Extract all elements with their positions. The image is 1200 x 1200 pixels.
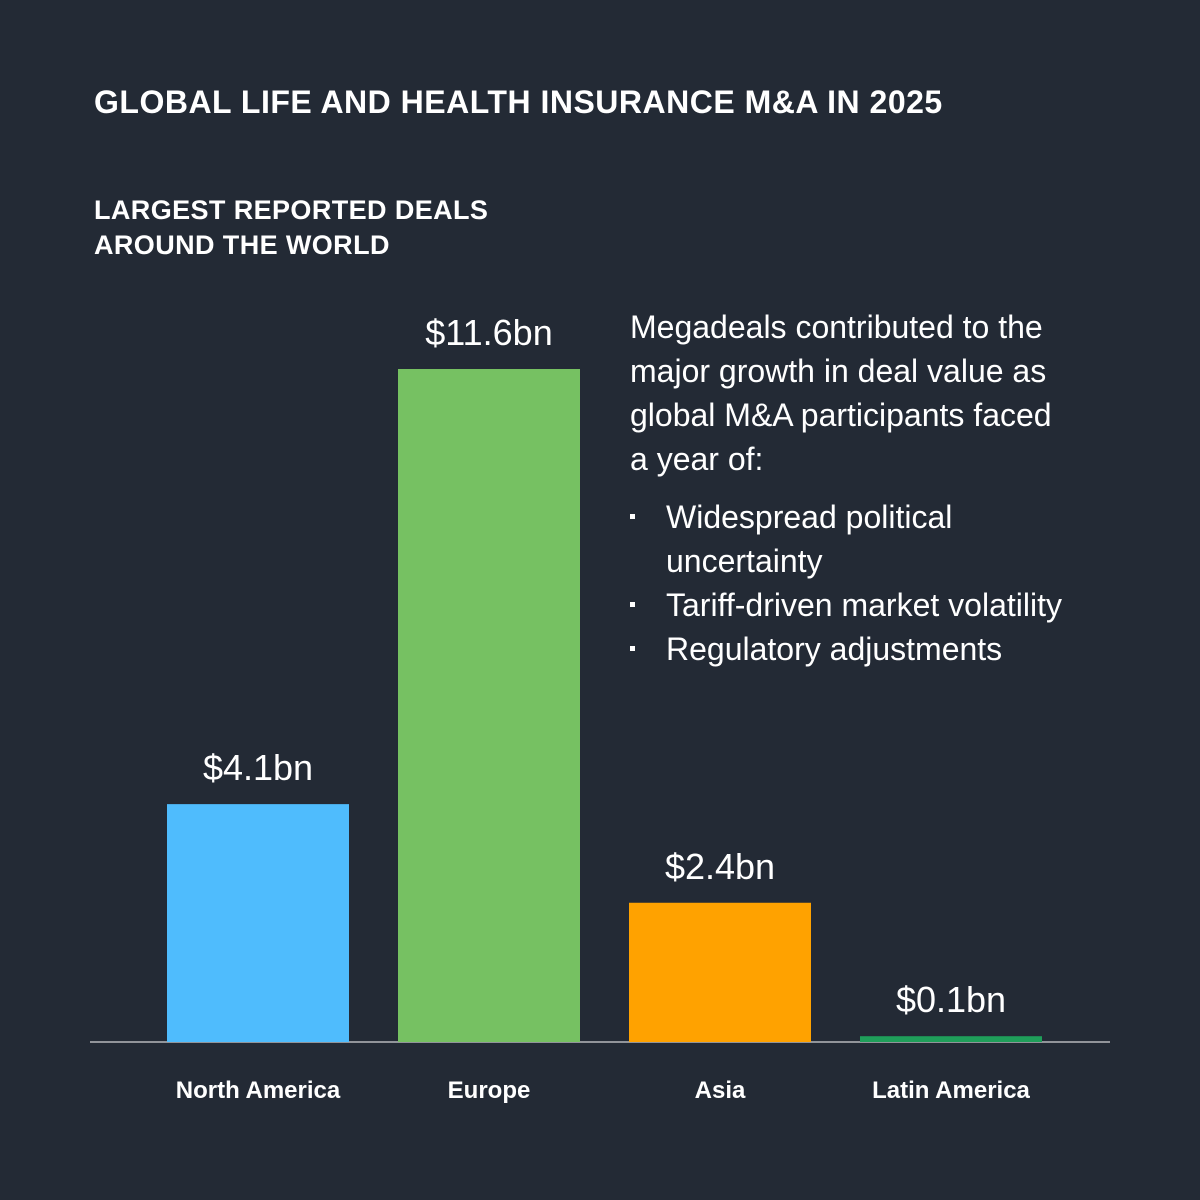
narrative-panel: Megadeals contributed to the major growt… [630, 305, 1150, 671]
bar-value-label: $4.1bn [203, 747, 313, 788]
bullet-item: Regulatory adjustments [630, 627, 1150, 671]
bullet-text-line: Tariff-driven market volatility [666, 587, 1062, 623]
intro-line: major growth in deal value as [630, 353, 1047, 389]
bullet-item: Tariff-driven market volatility [630, 583, 1150, 627]
bar [398, 369, 580, 1042]
intro-line: a year of: [630, 441, 764, 477]
bullet-square-icon [630, 602, 635, 607]
bar [629, 902, 811, 1042]
bullet-square-icon [630, 646, 635, 651]
category-label: Latin America [872, 1077, 1030, 1104]
bullet-list: Widespread political uncertainty Tariff-… [630, 495, 1150, 671]
bullet-text-line: Widespread political [666, 499, 953, 535]
bullet-text-line: uncertainty [666, 543, 823, 579]
intro-line: Megadeals contributed to the [630, 309, 1043, 345]
narrative-intro: Megadeals contributed to the major growt… [630, 305, 1150, 481]
bullet-text-line: Regulatory adjustments [666, 631, 1003, 667]
page-title: GLOBAL LIFE AND HEALTH INSURANCE M&A IN … [94, 84, 943, 120]
bullet-item: Widespread political uncertainty [630, 495, 1150, 583]
category-label: Europe [448, 1077, 531, 1104]
bar-value-label: $2.4bn [665, 846, 775, 887]
bar-value-label: $11.6bn [425, 312, 552, 353]
subtitle-line: AROUND THE WORLD [94, 230, 390, 260]
bar [167, 804, 349, 1042]
bullet-square-icon [630, 514, 635, 519]
bar [860, 1036, 1042, 1042]
category-label: North America [176, 1077, 341, 1104]
chart-subtitle: LARGEST REPORTED DEALS AROUND THE WORLD [94, 193, 488, 263]
category-label: Asia [695, 1077, 746, 1104]
intro-line: global M&A participants faced [630, 397, 1052, 433]
bar-value-label: $0.1bn [896, 979, 1006, 1020]
subtitle-line: LARGEST REPORTED DEALS [94, 195, 489, 225]
